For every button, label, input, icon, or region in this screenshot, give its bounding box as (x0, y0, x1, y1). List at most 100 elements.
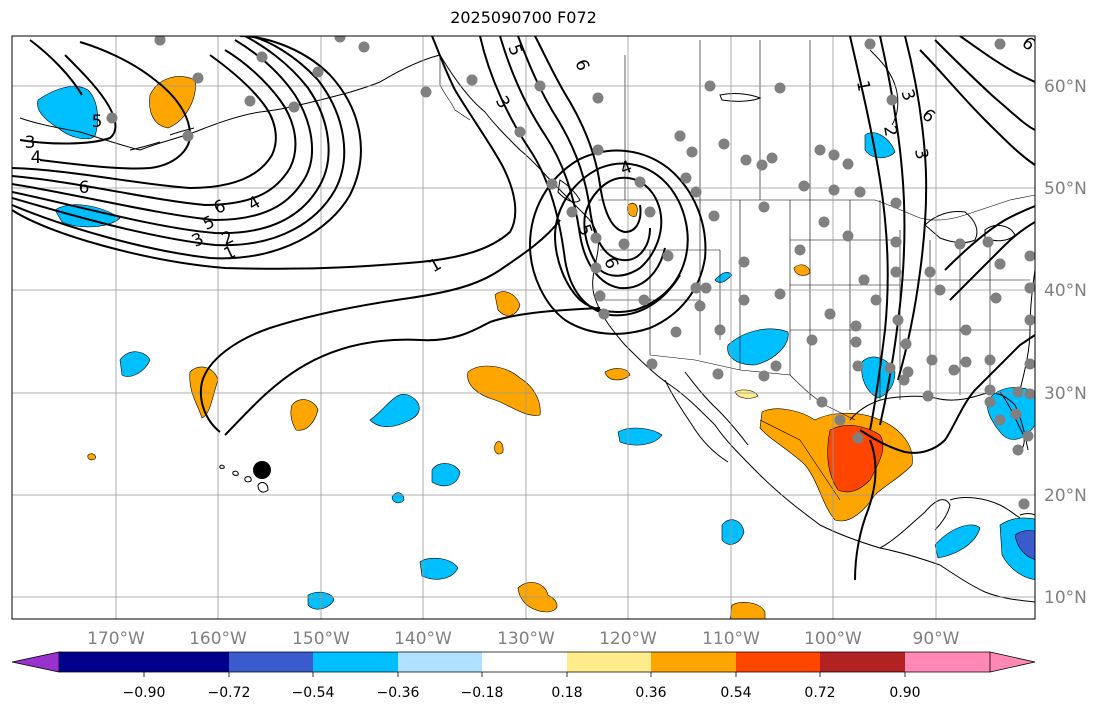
colorbar-label: 0.36 (635, 685, 666, 701)
station-marker (922, 390, 934, 402)
station-marker (334, 36, 346, 43)
station-marker (758, 201, 770, 213)
station-marker (694, 300, 706, 312)
colorbar-bin (820, 652, 905, 672)
contour-pacific-3 (12, 36, 330, 235)
station-marker (288, 101, 300, 113)
graticule (12, 36, 1035, 619)
shade-yellow-baja (734, 389, 759, 399)
station-marker (926, 354, 938, 366)
station-marker (154, 36, 166, 46)
contour-1-south (200, 219, 561, 433)
station-marker (598, 308, 610, 320)
station-marker (898, 374, 910, 386)
station-marker (594, 290, 606, 302)
station-marker (644, 206, 656, 218)
station-marker (686, 146, 698, 158)
shade-blue-small-1 (391, 492, 405, 504)
shade-blue-nevada (714, 271, 733, 283)
station-marker (646, 358, 658, 370)
lon-label: 120°W (599, 629, 657, 649)
station-marker (756, 159, 768, 171)
station-marker (700, 282, 712, 294)
station-marker (766, 152, 778, 164)
colorbar-bin (736, 652, 820, 672)
contour-pnw-7 (528, 149, 707, 335)
latitude-labels: 10°N 20°N 30°N 40°N 50°N 60°N (1044, 77, 1087, 608)
alaska-coast (19, 54, 556, 186)
station-marker (106, 112, 118, 124)
colorbar-bin (567, 652, 651, 672)
station-marker (638, 294, 650, 306)
contour-pacific-8 (19, 54, 117, 145)
contour-east-10 (944, 205, 1035, 271)
station-marker (514, 126, 526, 138)
station-marker (960, 324, 972, 336)
alaska-islands (129, 127, 195, 151)
station-marker (1010, 408, 1022, 420)
station-marker (1022, 430, 1034, 442)
shade-blue-hawaii-ne (431, 463, 461, 487)
colorbar-bin (651, 652, 736, 672)
station-marker (1024, 358, 1035, 370)
colorbar-bin (59, 652, 144, 672)
shade-blue-aleutian (37, 86, 98, 140)
colorbar-label: 0.72 (804, 685, 835, 701)
station-marker (1012, 444, 1024, 456)
shade-blue-southwest (727, 328, 789, 366)
station-marker (934, 284, 946, 296)
colorbar: −0.90 −0.72 −0.54 −0.36 −0.18 0.18 0.36 … (11, 651, 1036, 701)
yucatan (879, 499, 951, 549)
colorbar-label: 0.18 (551, 685, 582, 701)
station-marker (714, 324, 726, 336)
station-marker (884, 362, 896, 374)
station-marker (816, 396, 828, 408)
gulf-of-california (684, 371, 749, 446)
station-marker (256, 51, 268, 63)
shade-small-orange-far (87, 453, 96, 461)
station-marker (192, 72, 204, 84)
colorbar-label: 0.54 (720, 685, 751, 701)
station-marker (1024, 388, 1035, 400)
station-marker (984, 396, 996, 408)
contour-pacific-2 (12, 36, 346, 247)
shade-orange-ca-offshore (494, 291, 521, 316)
shade-blue-mid-pac-1 (119, 351, 151, 377)
station-marker (834, 414, 846, 426)
shade-blue-pacific-s2 (419, 557, 459, 580)
colorbar-bin (313, 652, 398, 672)
station-marker (828, 184, 840, 196)
central-america (939, 564, 1035, 603)
station-marker (948, 364, 960, 376)
station-marker (924, 266, 936, 278)
station-marker (814, 144, 826, 156)
hawaii-1 (257, 482, 269, 493)
canada-provinces (624, 40, 811, 200)
hawaii-3 (232, 470, 239, 476)
hawaii-2 (244, 476, 252, 483)
station-marker (420, 86, 432, 98)
station-marker (850, 336, 862, 348)
lon-label: 110°W (702, 629, 760, 649)
lat-label: 60°N (1044, 77, 1087, 97)
station-marker (852, 360, 864, 372)
station-marker (758, 370, 770, 382)
contour-pacific-5 (12, 49, 297, 207)
station-marker (618, 238, 630, 250)
station-marker (854, 186, 866, 198)
station-markers (106, 36, 1035, 510)
station-marker (984, 384, 996, 396)
contour-east-8 (854, 439, 877, 581)
contour-east-9 (949, 221, 1035, 301)
station-marker (1018, 498, 1030, 510)
colorbar-label: 0.90 (889, 685, 920, 701)
station-marker (592, 144, 604, 156)
station-marker (994, 38, 1006, 50)
station-marker (842, 158, 854, 170)
station-marker (590, 232, 602, 244)
contour-east-3 (897, 36, 928, 381)
shade-orange-mid-pac-3 (467, 365, 541, 416)
contour-pnw-2 (499, 36, 666, 290)
colorbar-label: −0.72 (208, 685, 251, 701)
